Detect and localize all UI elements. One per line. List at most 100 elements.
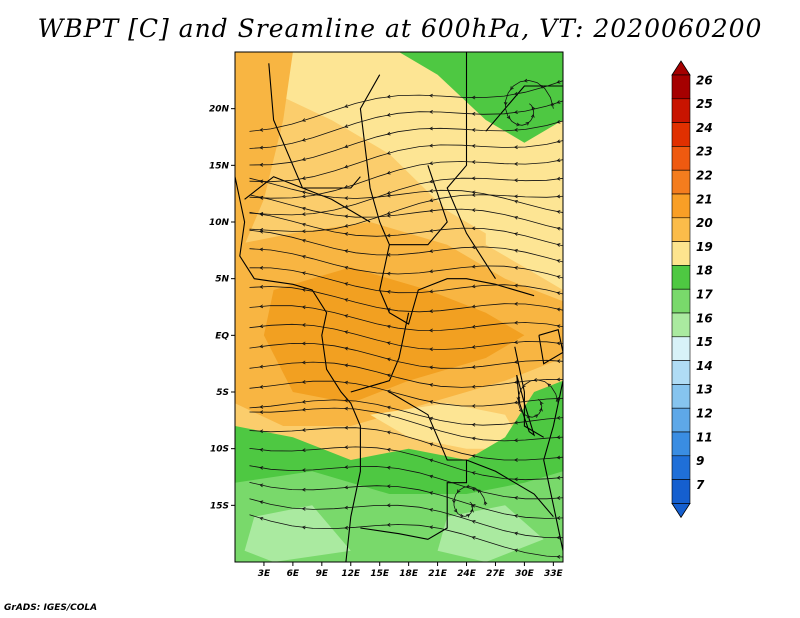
streamline-arrow (556, 341, 561, 346)
streamline-arrow (301, 525, 306, 530)
streamline-arrow (259, 228, 264, 232)
streamline-arrow (471, 144, 476, 148)
grads-credit: GrADS: IGES/COLA (4, 603, 98, 613)
streamline-arrow (386, 131, 391, 136)
streamline-arrow (259, 384, 264, 389)
lon-tick-label: 24E (457, 569, 477, 579)
streamline-arrow (344, 330, 349, 335)
streamline-arrow (556, 259, 561, 263)
streamline-arrow (344, 380, 349, 385)
streamline-arrow (539, 407, 543, 412)
streamline-arrow (259, 500, 264, 505)
lon-tick-label: 21E (428, 569, 448, 579)
streamline-arrow (555, 397, 560, 402)
streamline-arrow (301, 194, 306, 199)
colorbar-top-arrow (671, 60, 691, 76)
streamline-arrow (556, 158, 561, 163)
lat-tick-label: 5S (216, 388, 229, 398)
streamline-arrow (429, 189, 433, 193)
streamline-arrow (513, 266, 518, 270)
streamline-arrow (513, 420, 518, 425)
streamline-arrow (344, 265, 349, 270)
lon-tick-label: 27E (486, 569, 506, 579)
streamline-arrow (386, 94, 391, 99)
border-9 (485, 85, 563, 132)
streamline-arrow (301, 487, 306, 492)
streamline-arrow (556, 496, 561, 500)
streamline-arrow (386, 112, 391, 117)
streamline-arrow (301, 468, 306, 473)
colorbar-swatch (671, 407, 691, 433)
streamline-arrow (540, 85, 545, 89)
colorbar-swatch (671, 74, 691, 100)
streamline-arrow (429, 208, 433, 213)
streamline-arrow (522, 384, 526, 389)
colorbar-swatch (671, 455, 691, 480)
field-yellow-east (485, 199, 563, 290)
streamline-arrow (344, 232, 349, 236)
streamline-arrow (301, 506, 306, 511)
streamline-arrow (556, 554, 561, 559)
streamline-arrow (513, 380, 518, 385)
lon-tick-label: 3E (258, 569, 271, 579)
streamline-arrow (344, 104, 349, 108)
streamline-arrow (301, 157, 306, 162)
streamline-arrow (471, 304, 476, 309)
streamline-arrow (556, 120, 561, 124)
streamline-arrow (429, 110, 433, 114)
colorbar-swatch (671, 146, 691, 171)
streamline-arrow (513, 178, 518, 183)
streamline-arrow (526, 414, 531, 419)
streamline-arrow (513, 215, 518, 220)
colorbar-swatch (671, 336, 691, 361)
colorbar-label: 15 (696, 335, 713, 349)
streamline-arrow (301, 229, 306, 234)
streamline-arrow (344, 485, 349, 490)
colorbar-label: 23 (696, 145, 713, 159)
streamline-arrow (386, 324, 391, 329)
plot-frame (234, 51, 564, 563)
colorbar-swatch (671, 384, 691, 409)
chart-title: WBPT [C] and Sreamline at 600hPa, VT: 20… (37, 14, 763, 43)
streamline-arrow (301, 341, 306, 346)
streamline-arrow (556, 210, 561, 214)
lon-tick-label: 9E (316, 569, 329, 579)
streamline-arrow (513, 194, 518, 199)
colorbar-label: 19 (696, 240, 713, 254)
streamline-arrow (513, 360, 518, 364)
border-4 (360, 391, 468, 540)
colorbar-label: 13 (696, 383, 713, 397)
streamline-arrow (534, 414, 539, 418)
streamline-arrow (556, 100, 561, 104)
colorbar-label: 11 (696, 430, 713, 444)
streamline-arrow (344, 214, 349, 219)
streamline-arrow (344, 363, 349, 368)
streamline-arrow (259, 304, 264, 309)
streamline-arrow (301, 288, 306, 292)
streamline-arrow (513, 531, 518, 536)
streamline-arrow (301, 212, 306, 217)
streamline-arrow (259, 410, 264, 415)
streamline-arrow (556, 226, 561, 231)
streamline-arrow (540, 401, 544, 406)
streamline-arrow (386, 252, 391, 257)
streamline-arrow (513, 548, 518, 553)
streamline-arrow (301, 254, 306, 259)
streamline-arrow (259, 404, 264, 409)
streamline-arrow (523, 78, 528, 83)
streamline-arrow (452, 499, 456, 504)
streamline-arrow (513, 496, 518, 500)
colorbar-swatch (671, 360, 691, 385)
streamline-arrow (513, 438, 518, 443)
border-7 (514, 346, 544, 438)
streamline-arrow (259, 344, 264, 349)
colorbar-swatch (671, 217, 691, 242)
lon-tick-label: 6E (287, 569, 300, 579)
lon-tick-label: 18E (399, 569, 419, 579)
streamline-arrow (513, 340, 518, 345)
streamline-arrow (344, 406, 349, 411)
field-orange-core (263, 267, 525, 404)
streamline-arrow (513, 110, 518, 114)
streamline-arrow (429, 269, 433, 274)
streamline-arrow (344, 282, 349, 286)
